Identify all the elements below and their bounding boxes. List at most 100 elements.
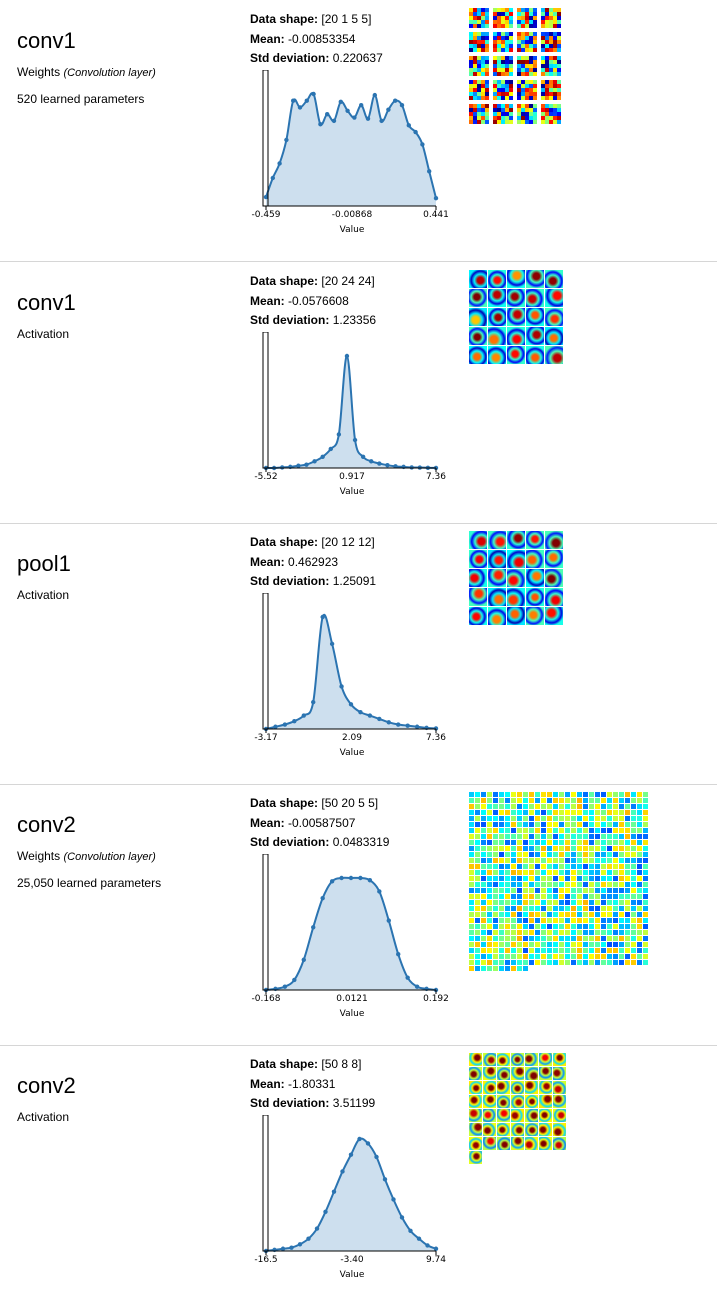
filter-tile	[613, 828, 618, 833]
filter-tile	[482, 1052, 497, 1067]
filter-tile	[505, 966, 510, 971]
filter-tile	[613, 816, 618, 821]
filter-tile	[571, 900, 576, 905]
filter-tile	[481, 834, 486, 839]
filter-tile	[601, 882, 606, 887]
filter-tile	[511, 960, 516, 965]
filter-tile	[625, 930, 630, 935]
filter-tile	[607, 804, 612, 809]
filter-tile	[589, 852, 594, 857]
data-shape: Data shape: [50 8 8]	[250, 1055, 375, 1075]
filter-tile	[493, 882, 498, 887]
filter-tile	[643, 942, 648, 947]
filter-tile	[625, 828, 630, 833]
filter-tile	[481, 846, 486, 851]
filter-tile	[553, 870, 558, 875]
filter-tile	[469, 792, 474, 797]
filter-tile	[619, 798, 624, 803]
filter-tile	[505, 930, 510, 935]
filter-tile	[535, 936, 540, 941]
filter-tile	[571, 942, 576, 947]
filter-tile	[553, 894, 558, 899]
std-value: 1.25091	[332, 574, 377, 588]
filter-tile	[583, 864, 588, 869]
layer-name: conv1	[17, 290, 76, 315]
filter-tile	[589, 912, 594, 917]
filter-tile	[547, 930, 552, 935]
filter-tile	[468, 549, 488, 569]
filter-tile	[487, 870, 492, 875]
filter-tile	[595, 828, 600, 833]
x-axis-label: Value	[340, 1009, 365, 1019]
filter-tile	[619, 960, 624, 965]
filter-tile	[589, 948, 594, 953]
filter-tile	[601, 894, 606, 899]
filter-tile	[625, 810, 630, 815]
filter-tile	[625, 900, 630, 905]
filter-tile	[511, 834, 516, 839]
filter-tile	[529, 816, 534, 821]
filter-tile	[559, 906, 564, 911]
filter-tile	[469, 8, 489, 28]
filter-tile	[547, 840, 552, 845]
filter-tile	[589, 906, 594, 911]
filter-tile	[469, 900, 474, 905]
filter-tile	[643, 876, 648, 881]
filter-tile	[487, 924, 492, 929]
mean-value: -0.00853354	[288, 31, 356, 46]
filter-tile	[505, 894, 510, 899]
filter-tile	[493, 942, 498, 947]
filter-tile	[511, 942, 516, 947]
filter-tile	[613, 792, 618, 797]
filter-tile	[571, 822, 576, 827]
filter-tile	[637, 882, 642, 887]
histogram-area	[266, 355, 436, 469]
filter-tile	[631, 930, 636, 935]
filter-tile	[565, 882, 570, 887]
filter-tile	[529, 834, 534, 839]
filter-tile	[571, 870, 576, 875]
filter-tile	[565, 948, 570, 953]
filter-tile	[631, 876, 636, 881]
filter-tile	[565, 936, 570, 941]
filter-tile	[631, 948, 636, 953]
filter-tile	[553, 942, 558, 947]
filter-tile	[541, 840, 546, 845]
filter-tile	[529, 840, 534, 845]
filter-tile	[643, 858, 648, 863]
filter-tile	[631, 870, 636, 875]
histogram-point	[352, 115, 357, 120]
filter-tile	[499, 870, 504, 875]
filter-tile	[529, 894, 534, 899]
filter-tile	[493, 888, 498, 893]
filter-tile	[493, 32, 513, 52]
histogram-area	[266, 614, 436, 729]
filter-tile	[583, 840, 588, 845]
filter-tile	[535, 858, 540, 863]
filter-tile	[595, 960, 600, 965]
filter-tile	[595, 840, 600, 845]
layer-type: Activation	[17, 588, 69, 602]
filter-tile	[481, 906, 486, 911]
mean-value: -0.0576608	[288, 293, 349, 308]
filter-tile	[637, 834, 642, 839]
filter-tile	[523, 804, 528, 809]
filter-tile	[637, 960, 642, 965]
filter-tile	[541, 900, 546, 905]
filter-tile	[487, 930, 492, 935]
x-min-label: -0.459	[251, 210, 280, 220]
filter-tile	[493, 960, 498, 965]
filter-tile	[544, 326, 564, 346]
histogram-point	[279, 465, 285, 470]
filter-tile	[487, 858, 492, 863]
filter-tile	[595, 792, 600, 797]
filter-tile	[613, 894, 618, 899]
filter-tile	[583, 858, 588, 863]
filter-tile	[553, 798, 558, 803]
filter-tile	[565, 846, 570, 851]
filter-tile	[565, 840, 570, 845]
filter-tile	[607, 840, 612, 845]
filter-tile	[541, 876, 546, 881]
filter-tile	[643, 930, 648, 935]
filter-tile	[577, 954, 582, 959]
